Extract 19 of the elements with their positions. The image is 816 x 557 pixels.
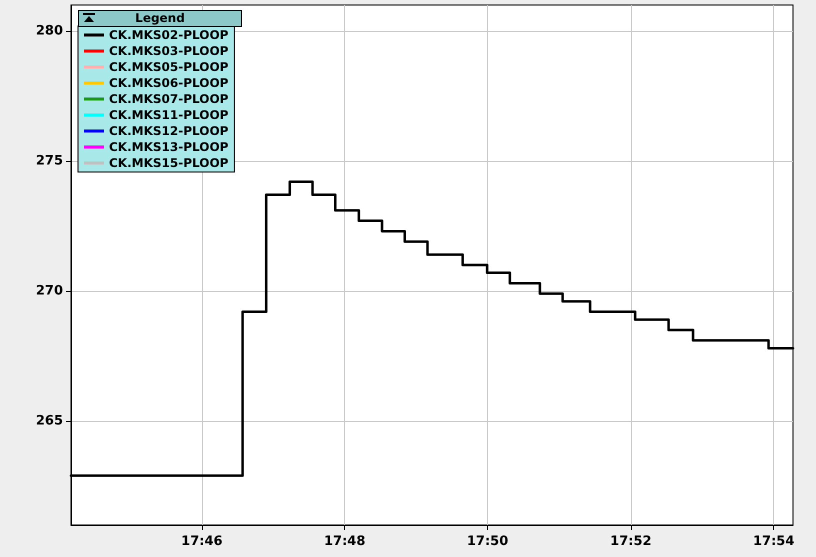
legend-label: CK.MKS07-PLOOP [109, 92, 229, 106]
x-tick-label: 17:50 [466, 534, 508, 549]
legend-label: CK.MKS13-PLOOP [109, 140, 229, 154]
x-tick-label: 17:46 [181, 534, 223, 549]
legend-label: CK.MKS03-PLOOP [109, 44, 229, 58]
y-tick-label: 270 [36, 284, 63, 298]
y-tick-label: 265 [36, 414, 63, 428]
legend-label: CK.MKS11-PLOOP [109, 108, 229, 122]
legend-label: CK.MKS12-PLOOP [109, 124, 229, 138]
legend-label: CK.MKS05-PLOOP [109, 60, 229, 74]
legend-label: CK.MKS06-PLOOP [109, 76, 229, 90]
x-tick-label: 17:48 [324, 534, 366, 549]
y-tick-label: 275 [36, 154, 63, 168]
x-tick-label: 17:52 [610, 534, 652, 549]
legend-label: CK.MKS02-PLOOP [109, 28, 229, 42]
y-tick-label: 280 [36, 24, 63, 38]
legend-title: Legend [135, 11, 185, 25]
x-tick-label: 17:54 [753, 534, 794, 549]
legend-label: CK.MKS15-PLOOP [109, 156, 229, 170]
